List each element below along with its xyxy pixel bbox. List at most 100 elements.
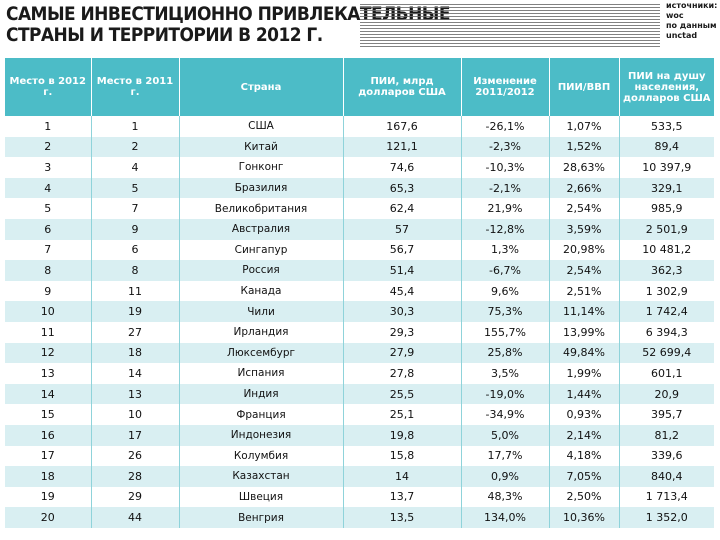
cell-fdi-per-capita: 1 302,9 — [619, 280, 714, 302]
cell-country: Чили — [179, 301, 344, 322]
cell-fdi-per-capita: 985,9 — [619, 198, 714, 219]
source-label: ИСТОЧНИКИ: — [666, 1, 718, 10]
cell-fdi-gdp: 2,51% — [549, 280, 620, 302]
cell-fdi-per-capita: 2 501,9 — [619, 218, 714, 240]
cell-fdi-gdp: 1,99% — [549, 363, 620, 384]
cell-fdi-gdp: 13,99% — [549, 321, 620, 343]
table-body: 1 1 США 167,6 -26,1% 1,07% 533,5 2 2 Китай 121,1 -2… — [5, 116, 714, 528]
ranking-table: Место в 2012 г. Место в 2011 г. Страна ПИИ,… — [5, 58, 714, 528]
cell-country: Китай — [179, 136, 344, 158]
cell-change: 21,9% — [461, 198, 550, 219]
cell-rank-2012: 9 — [5, 280, 92, 302]
cell-fdi-gdp: 0,93% — [549, 404, 620, 425]
table-row: 3 4 Гонконг 74,6 -10,3% 28,63% 10 397,9 — [5, 157, 714, 178]
cell-fdi-gdp: 28,63% — [549, 157, 620, 178]
cell-fdi-gdp: 20,98% — [549, 239, 620, 261]
cell-country: Россия — [179, 260, 344, 281]
cell-fdi-value: 74,6 — [343, 157, 462, 178]
cell-fdi-value: 51,4 — [343, 260, 462, 281]
cell-country: Индонезия — [179, 424, 344, 446]
title-line-2: СТРАНЫ И ТЕРРИТОРИИ В 2012 Г. — [6, 25, 323, 46]
cell-change: 9,6% — [461, 280, 550, 302]
cell-rank-2012: 5 — [5, 198, 92, 219]
cell-rank-2011: 28 — [91, 466, 180, 487]
cell-rank-2012: 11 — [5, 321, 92, 343]
cell-change: -2,1% — [461, 177, 550, 199]
cell-fdi-per-capita: 89,4 — [619, 136, 714, 158]
cell-country: Казахстан — [179, 466, 344, 487]
column-header-fdi-gdp: ПИИ/ВВП — [549, 58, 620, 116]
table-header-row: Место в 2012 г. Место в 2011 г. Страна ПИИ,… — [5, 58, 714, 116]
ranking-table-wrapper: Место в 2012 г. Место в 2011 г. Страна ПИИ,… — [5, 58, 714, 528]
cell-rank-2012: 3 — [5, 157, 92, 178]
cell-rank-2012: 16 — [5, 424, 92, 446]
cell-fdi-gdp: 2,54% — [549, 260, 620, 281]
cell-rank-2012: 7 — [5, 239, 92, 261]
cell-change: 25,8% — [461, 342, 550, 364]
cell-country: Сингапур — [179, 239, 344, 261]
table-row: 19 29 Швеция 13,7 48,3% 2,50% 1 713,4 — [5, 486, 714, 508]
cell-country: Ирландия — [179, 321, 344, 343]
cell-fdi-gdp: 1,52% — [549, 136, 620, 158]
table-row: 12 18 Люксембург 27,9 25,8% 49,84% 52 699,4 — [5, 342, 714, 364]
title-line-1: САМЫЕ ИНВЕСТИЦИОННО ПРИВЛЕКАТЕЛЬНЫЕ — [6, 4, 450, 25]
cell-change: -2,3% — [461, 136, 550, 158]
cell-change: 134,0% — [461, 507, 550, 528]
cell-rank-2011: 5 — [91, 177, 180, 199]
column-header-rank-2011: Место в 2011 г. — [91, 58, 180, 116]
cell-rank-2011: 6 — [91, 239, 180, 261]
cell-fdi-gdp: 1,44% — [549, 383, 620, 405]
cell-country: Индия — [179, 383, 344, 405]
table-row: 8 8 Россия 51,4 -6,7% 2,54% 362,3 — [5, 260, 714, 281]
cell-rank-2011: 9 — [91, 218, 180, 240]
cell-rank-2011: 1 — [91, 116, 180, 137]
column-header-fdi-value: ПИИ, млрд долларов США — [343, 58, 462, 116]
table-row: 20 44 Венгрия 13,5 134,0% 10,36% 1 352,0 — [5, 507, 714, 528]
decorative-hatch — [360, 4, 660, 48]
cell-fdi-per-capita: 1 742,4 — [619, 301, 714, 322]
cell-fdi-value: 65,3 — [343, 177, 462, 199]
cell-rank-2012: 4 — [5, 177, 92, 199]
cell-rank-2011: 27 — [91, 321, 180, 343]
source-org: UNCTAD — [666, 31, 698, 40]
cell-rank-2012: 1 — [5, 116, 92, 137]
cell-fdi-per-capita: 6 394,3 — [619, 321, 714, 343]
table-row: 11 27 Ирландия 29,3 155,7% 13,99% 6 394,3 — [5, 321, 714, 343]
cell-rank-2012: 20 — [5, 507, 92, 528]
cell-fdi-per-capita: 601,1 — [619, 363, 714, 384]
cell-rank-2012: 12 — [5, 342, 92, 364]
cell-change: 3,5% — [461, 363, 550, 384]
cell-fdi-per-capita: 81,2 — [619, 424, 714, 446]
cell-rank-2011: 11 — [91, 280, 180, 302]
cell-fdi-gdp: 4,18% — [549, 445, 620, 467]
cell-change: -12,8% — [461, 218, 550, 240]
cell-change: -26,1% — [461, 116, 550, 137]
cell-fdi-per-capita: 329,1 — [619, 177, 714, 199]
cell-country: Гонконг — [179, 157, 344, 178]
table-row: 18 28 Казахстан 14 0,9% 7,05% 840,4 — [5, 466, 714, 487]
cell-change: 0,9% — [461, 466, 550, 487]
cell-fdi-value: 121,1 — [343, 136, 462, 158]
cell-fdi-value: 13,5 — [343, 507, 462, 528]
cell-rank-2011: 8 — [91, 260, 180, 281]
column-header-fdi-per-capita: ПИИ на душу населения, долларов США — [619, 58, 714, 116]
cell-fdi-value: 30,3 — [343, 301, 462, 322]
cell-fdi-per-capita: 362,3 — [619, 260, 714, 281]
source-name: WOC — [666, 11, 684, 20]
cell-fdi-value: 57 — [343, 218, 462, 240]
cell-fdi-gdp: 2,66% — [549, 177, 620, 199]
cell-country: Люксембург — [179, 342, 344, 364]
cell-country: Колумбия — [179, 445, 344, 467]
cell-change: 75,3% — [461, 301, 550, 322]
cell-country: Швеция — [179, 486, 344, 508]
cell-rank-2011: 26 — [91, 445, 180, 467]
table-row: 1 1 США 167,6 -26,1% 1,07% 533,5 — [5, 116, 714, 137]
cell-fdi-value: 45,4 — [343, 280, 462, 302]
cell-fdi-gdp: 3,59% — [549, 218, 620, 240]
cell-change: 5,0% — [461, 424, 550, 446]
table-row: 14 13 Индия 25,5 -19,0% 1,44% 20,9 — [5, 383, 714, 405]
cell-rank-2011: 17 — [91, 424, 180, 446]
cell-country: Франция — [179, 404, 344, 425]
cell-change: -34,9% — [461, 404, 550, 425]
cell-fdi-value: 56,7 — [343, 239, 462, 261]
